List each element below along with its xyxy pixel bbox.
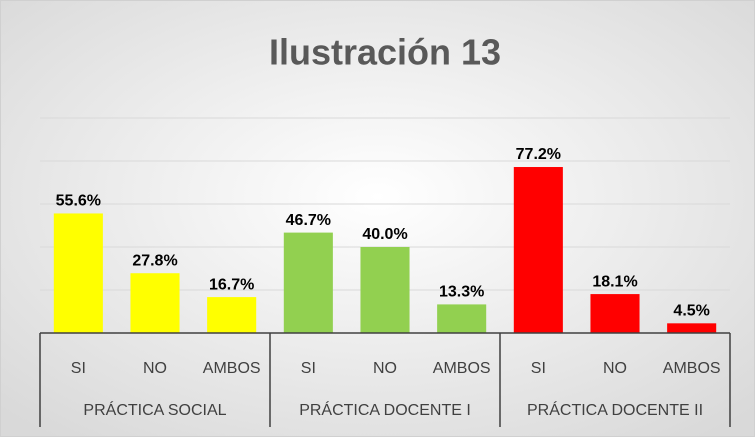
bar [360, 247, 410, 333]
x-tick-label: SI [301, 360, 316, 377]
data-label: 13.3% [439, 284, 484, 301]
bar [513, 167, 563, 333]
bar [283, 232, 333, 333]
bar [590, 294, 640, 333]
bar [207, 297, 257, 333]
data-label: 77.2% [516, 146, 561, 163]
data-label: 40.0% [362, 226, 407, 243]
x-tick-label: NO [603, 360, 627, 377]
x-tick-label: NO [143, 360, 167, 377]
bar [53, 213, 103, 333]
x-tick-label: AMBOS [203, 360, 261, 377]
x-tick-label: SI [531, 360, 546, 377]
data-label: 46.7% [286, 212, 331, 229]
group-label: PRÁCTICA SOCIAL [83, 400, 226, 419]
x-tick-label: SI [71, 360, 86, 377]
data-label: 4.5% [673, 303, 709, 320]
bar [667, 323, 717, 333]
chart-title: Ilustración 13 [269, 32, 501, 73]
x-tick-label: AMBOS [663, 360, 721, 377]
group-label: PRÁCTICA DOCENTE II [527, 400, 703, 419]
data-label: 55.6% [56, 193, 101, 210]
x-tick-label: AMBOS [433, 360, 491, 377]
data-label: 16.7% [209, 276, 254, 293]
data-label: 18.1% [592, 273, 637, 290]
bar [130, 273, 180, 333]
bar [437, 304, 487, 333]
data-label: 27.8% [132, 252, 177, 269]
x-tick-label: NO [373, 360, 397, 377]
group-label: PRÁCTICA DOCENTE I [299, 400, 471, 419]
